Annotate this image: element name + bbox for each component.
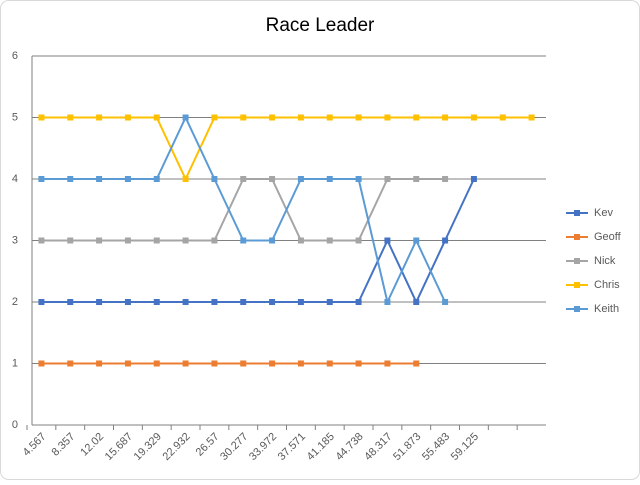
- point: [297, 360, 304, 367]
- point: [124, 360, 131, 367]
- point: [442, 237, 449, 244]
- point: [38, 114, 45, 121]
- y-tick-label: 4: [12, 173, 18, 185]
- point: [297, 176, 304, 182]
- point: [38, 299, 45, 305]
- point: [470, 114, 477, 121]
- point: [153, 360, 160, 367]
- point: [240, 114, 247, 121]
- point: [269, 237, 276, 244]
- point: [528, 114, 535, 121]
- point: [326, 176, 333, 182]
- point: [67, 237, 74, 244]
- point: [182, 237, 189, 244]
- point: [240, 237, 247, 244]
- point: [124, 114, 131, 121]
- point: [326, 237, 333, 244]
- point: [442, 299, 449, 305]
- legend-marker: [574, 234, 580, 240]
- point: [96, 299, 103, 305]
- point: [442, 176, 449, 182]
- point: [96, 360, 103, 367]
- point: [413, 237, 420, 244]
- point: [413, 299, 420, 305]
- point: [67, 114, 74, 121]
- legend-marker: [574, 306, 580, 312]
- point: [67, 176, 74, 182]
- point: [442, 114, 449, 121]
- point: [211, 237, 218, 244]
- point: [269, 114, 276, 121]
- point: [38, 237, 45, 244]
- legend-marker: [574, 210, 580, 216]
- point: [355, 237, 362, 244]
- point: [384, 176, 391, 182]
- y-tick-label: 6: [12, 50, 18, 62]
- point: [96, 237, 103, 244]
- point: [124, 176, 131, 182]
- chart-title: Race Leader: [266, 15, 375, 36]
- point: [355, 176, 362, 182]
- point: [384, 299, 391, 305]
- point: [38, 176, 45, 182]
- point: [326, 114, 333, 121]
- point: [153, 176, 160, 182]
- point: [211, 114, 218, 121]
- point: [355, 360, 362, 367]
- point: [297, 114, 304, 121]
- point: [240, 360, 247, 367]
- point: [153, 299, 160, 305]
- point: [38, 360, 45, 367]
- point: [384, 237, 391, 244]
- legend-marker: [574, 282, 580, 288]
- series-line: [41, 116, 532, 182]
- point: [67, 360, 74, 367]
- point: [413, 114, 420, 121]
- legend-label: Keith: [594, 303, 619, 315]
- point: [470, 176, 477, 182]
- point: [297, 237, 304, 244]
- point: [153, 237, 160, 244]
- legend-label: Chris: [594, 279, 620, 291]
- point: [211, 176, 218, 182]
- point: [269, 360, 276, 367]
- y-tick-label: 1: [12, 357, 18, 369]
- point: [269, 299, 276, 305]
- point: [124, 299, 131, 305]
- y-tick-label: 5: [12, 111, 18, 123]
- point: [67, 299, 74, 305]
- y-tick-label: 2: [12, 296, 18, 308]
- point: [384, 114, 391, 121]
- legend-label: Nick: [594, 255, 616, 267]
- legend-label: Geoff: [594, 231, 622, 243]
- point: [96, 176, 103, 182]
- point: [211, 360, 218, 367]
- point: [240, 299, 247, 305]
- point: [240, 176, 247, 182]
- point: [182, 360, 189, 367]
- point: [182, 114, 189, 121]
- point: [413, 360, 420, 367]
- point: [153, 114, 160, 121]
- point: [211, 299, 218, 305]
- point: [182, 176, 189, 182]
- point: [355, 114, 362, 121]
- point: [355, 299, 362, 305]
- point: [96, 114, 103, 121]
- point: [499, 114, 506, 121]
- point: [413, 176, 420, 182]
- point: [297, 299, 304, 305]
- point: [182, 299, 189, 305]
- point: [269, 176, 276, 182]
- y-tick-label: 0: [12, 419, 18, 431]
- y-tick-label: 3: [12, 234, 18, 246]
- point: [124, 237, 131, 244]
- point: [384, 360, 391, 367]
- legend-marker: [574, 258, 580, 264]
- point: [326, 299, 333, 305]
- legend-label: Kev: [594, 207, 613, 219]
- point: [326, 360, 333, 367]
